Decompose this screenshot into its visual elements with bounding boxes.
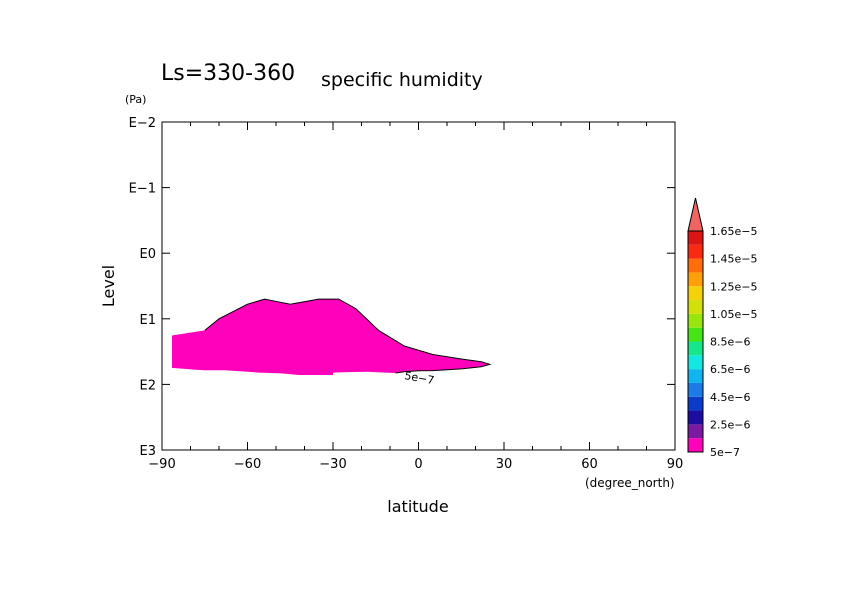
colorbar-segment bbox=[688, 424, 703, 439]
contour-line-5e-7 bbox=[204, 298, 492, 374]
colorbar-segment bbox=[688, 355, 703, 370]
colorbar-label: 4.5e−6 bbox=[710, 391, 750, 404]
colorbar-segment bbox=[688, 341, 703, 356]
colorbar: 5e−7 2.5e−6 4.5e−6 6.5e−6 8.5e−6 1.05e−5 1.25e… bbox=[687, 197, 757, 459]
colorbar-label: 5e−7 bbox=[710, 446, 740, 459]
y-tick-label: E−2 bbox=[129, 116, 156, 131]
colorbar-label: 1.25e−5 bbox=[710, 280, 757, 293]
x-tick-label: −60 bbox=[234, 457, 261, 472]
colorbar-segment bbox=[688, 300, 703, 314]
x-axis-label: latitude bbox=[387, 497, 448, 516]
x-tick-label: 60 bbox=[581, 457, 598, 472]
colorbar-label: 1.05e−5 bbox=[710, 308, 757, 321]
chart-title: Ls=330-360 bbox=[161, 61, 295, 86]
colorbar-segment bbox=[688, 369, 703, 383]
colorbar-segment bbox=[688, 244, 703, 259]
y-tick-label: E1 bbox=[140, 313, 157, 328]
colorbar-label: 1.45e−5 bbox=[710, 253, 757, 266]
colorbar-extend-arrow bbox=[687, 197, 704, 232]
chart-subtitle: specific humidity bbox=[321, 69, 483, 91]
y-axis-ticks: E−2 E−1 E0 E1 E2 E3 bbox=[129, 116, 675, 459]
contour-label: 5e−7 bbox=[403, 369, 435, 387]
x-tick-label: 30 bbox=[496, 457, 513, 472]
x-tick-label: −90 bbox=[148, 457, 175, 472]
colorbar-segment bbox=[688, 438, 703, 452]
colorbar-label: 6.5e−6 bbox=[710, 363, 750, 376]
x-tick-label: −30 bbox=[319, 457, 346, 472]
colorbar-segment bbox=[688, 327, 703, 342]
x-tick-label: 0 bbox=[414, 457, 422, 472]
colorbar-label: 1.65e−5 bbox=[710, 225, 757, 238]
x-tick-label: 90 bbox=[667, 457, 684, 472]
y-tick-label: E3 bbox=[140, 444, 157, 459]
colorbar-segment bbox=[688, 396, 703, 411]
colorbar-segment bbox=[688, 231, 703, 245]
colorbar-label: 8.5e−6 bbox=[710, 336, 750, 349]
y-unit-label: (Pa) bbox=[125, 93, 146, 106]
y-tick-label: E0 bbox=[140, 247, 157, 262]
colorbar-segment bbox=[688, 382, 703, 397]
plot-frame bbox=[161, 121, 676, 451]
colorbar-segment bbox=[688, 286, 703, 301]
humidity-region bbox=[172, 299, 490, 401]
y-axis-label: Level bbox=[99, 265, 118, 307]
colorbar-segment bbox=[688, 410, 703, 425]
y-tick-label: E−1 bbox=[129, 182, 156, 197]
x-axis-ticks: −90 −60 −30 0 30 60 90 bbox=[148, 122, 683, 472]
y-tick-label: E2 bbox=[140, 378, 157, 393]
colorbar-segment bbox=[688, 313, 703, 328]
x-unit-label: (degree_north) bbox=[585, 476, 675, 490]
colorbar-segment bbox=[688, 258, 703, 273]
colorbar-label: 2.5e−6 bbox=[710, 418, 750, 431]
colorbar-segment bbox=[688, 272, 703, 287]
